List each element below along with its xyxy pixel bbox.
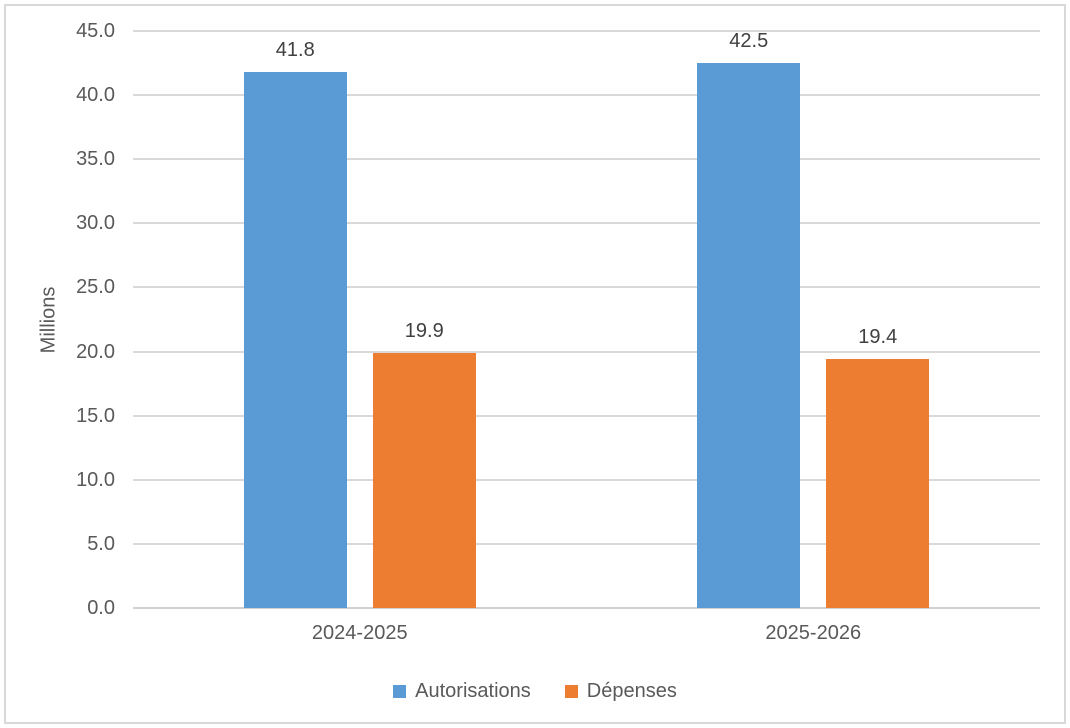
gridline [133,350,1040,353]
plot-area: 0.0 5.0 10.0 15.0 20.0 25.0 30.0 35.0 40.0 45.0 41… [6,6,1064,722]
y-tick-label: 20.0 [76,340,115,363]
bar-autorisations [243,72,347,608]
bar-value-label: 42.5 [729,30,769,53]
y-tick-label: 5.0 [87,532,115,555]
bar-autorisations [697,63,801,608]
legend-label: Dépenses [586,680,677,702]
bar-value-label: 19.4 [858,326,898,349]
gridline [133,222,1040,225]
x-axis-line [133,607,1040,609]
legend-item-dépenses: Dépenses [564,680,677,703]
legend-swatch-icon [564,685,578,698]
gridline [133,286,1040,289]
x-category-label: 2025-2026 [765,622,862,644]
y-tick-label: 25.0 [76,276,115,299]
bar-value-label: 19.9 [404,319,444,342]
legend-label: Autorisations [415,680,531,702]
y-tick-label: 40.0 [76,84,115,107]
y-tick-label: 0.0 [87,597,115,619]
bar-dépenses [372,352,476,608]
y-tick-label: 30.0 [76,212,115,235]
y-axis-title: Millions [37,286,60,353]
x-category-label: 2024-2025 [311,622,408,644]
chart-frame: 0.0 5.0 10.0 15.0 20.0 25.0 30.0 35.0 40.0 45.0 41… [4,4,1066,724]
y-tick-label: 45.0 [76,20,115,42]
gridline [133,30,1040,32]
legend-swatch-icon [393,685,407,698]
gridline [133,94,1040,97]
legend-item-autorisations: Autorisations [393,680,531,703]
y-tick-label: 15.0 [76,404,115,427]
y-tick-label: 10.0 [76,468,115,491]
bar-dépenses [826,359,930,608]
gridline [133,158,1040,161]
gridline [133,414,1040,417]
gridline [133,542,1040,545]
y-tick-label: 35.0 [76,148,115,171]
legend: Autorisations Dépenses [6,680,1064,703]
bar-value-label: 41.8 [275,39,315,62]
gridline [133,478,1040,481]
